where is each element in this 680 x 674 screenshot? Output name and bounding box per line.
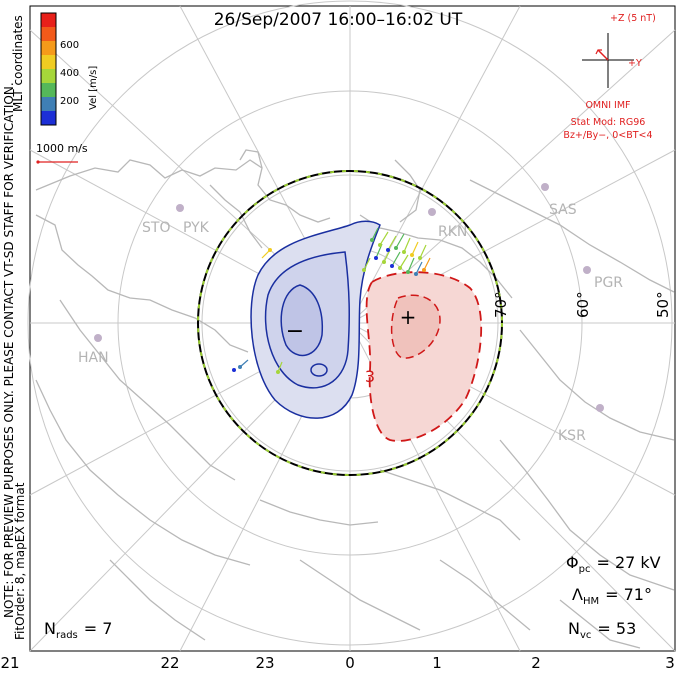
vector-roots xyxy=(232,238,426,374)
station-label-sto: STO xyxy=(142,220,170,236)
imf-model: Stat Mod: RG96 xyxy=(571,117,646,128)
station-labels: STO PYK RKN SAS PGR HAN KSR xyxy=(78,202,623,444)
station-label-ksr: KSR xyxy=(558,428,586,444)
coordinates-note: MLT coordinates xyxy=(11,15,25,112)
verification-note: NOTE: FOR PREVIEW PURPOSES ONLY. PLEASE … xyxy=(2,82,16,618)
imf-source: OMNI IMF xyxy=(585,100,630,111)
mlt-label-21: 21 xyxy=(0,654,19,672)
station-label-pyk: PYK xyxy=(183,220,210,236)
colorbar-tick-200: 200 xyxy=(60,96,79,107)
coastlines xyxy=(35,149,675,649)
lat-label-70: 70° xyxy=(492,291,510,318)
scale-vector: 1000 m/s xyxy=(36,142,88,164)
imf-condition: Bz+/By−, 0<BT<4 xyxy=(563,130,652,141)
station-markers xyxy=(94,183,604,412)
negative-convection-cell xyxy=(250,220,381,419)
mlt-axis-labels: 21 22 23 0 1 2 3 xyxy=(0,654,674,672)
station-label-sas: SAS xyxy=(549,202,577,218)
colorbar-tick-400: 400 xyxy=(60,68,79,79)
station-label-han: HAN xyxy=(78,350,109,366)
mlt-label-3: 3 xyxy=(665,654,675,672)
map-title: 26/Sep/2007 16:00–16:02 UT xyxy=(214,10,463,30)
station-label-pgr: PGR xyxy=(594,275,623,291)
colorbar-label: Vel [m/s] xyxy=(88,66,99,110)
lat-label-50: 50° xyxy=(654,291,672,318)
latitude-labels: 70° 60° 50° xyxy=(492,291,672,318)
imf-clock: +Z (5 nT) +Y OMNI IMF Stat Mod: RG96 Bz+… xyxy=(563,13,655,141)
lat-label-60: 60° xyxy=(574,291,592,318)
mlt-label-1: 1 xyxy=(432,654,442,672)
station-label-rkn: RKN xyxy=(438,224,467,240)
mlt-label-23: 23 xyxy=(255,654,274,672)
imf-z-label: +Z (5 nT) xyxy=(610,13,656,24)
mlt-label-0: 0 xyxy=(345,654,355,672)
scale-vector-label: 1000 m/s xyxy=(36,142,88,155)
fit-order-note: FitOrder: 8, mapEX format xyxy=(13,482,27,640)
n-rads-stat: Nrads = 7 xyxy=(44,619,112,641)
mlt-label-2: 2 xyxy=(531,654,541,672)
contour-label: 3 xyxy=(365,367,375,386)
phi-pc-stat: Φpc = 27 kV xyxy=(566,553,661,575)
mlt-label-22: 22 xyxy=(160,654,179,672)
velocity-colorbar: 600 400 200 Vel [m/s] xyxy=(40,12,99,126)
colorbar-tick-600: 600 xyxy=(60,40,79,51)
negative-potential-symbol: − xyxy=(286,319,304,344)
imf-y-label: +Y xyxy=(628,58,642,69)
positive-potential-symbol: + xyxy=(400,305,417,329)
lambda-hm-stat: ΛHM = 71° xyxy=(572,585,652,607)
statistics: Φpc = 27 kV ΛHM = 71° Nvc = 53 Nrads = 7 xyxy=(44,553,661,641)
hmb-dash-overlay xyxy=(197,170,503,476)
n-vc-stat: Nvc = 53 xyxy=(568,619,636,641)
positive-convection-cell xyxy=(365,271,483,442)
